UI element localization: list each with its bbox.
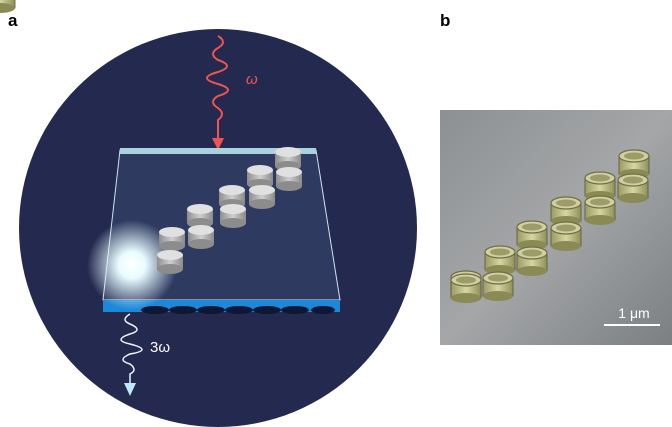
scale-bar bbox=[604, 324, 660, 326]
scale-bar-label: 1 μm bbox=[618, 305, 649, 321]
panel-label: b bbox=[440, 11, 450, 30]
panel-label: a bbox=[8, 11, 18, 30]
figure: a ω 3ω b 1 μm bbox=[0, 0, 672, 427]
output-label: 3ω bbox=[150, 339, 170, 356]
input-label: ω bbox=[246, 71, 258, 88]
